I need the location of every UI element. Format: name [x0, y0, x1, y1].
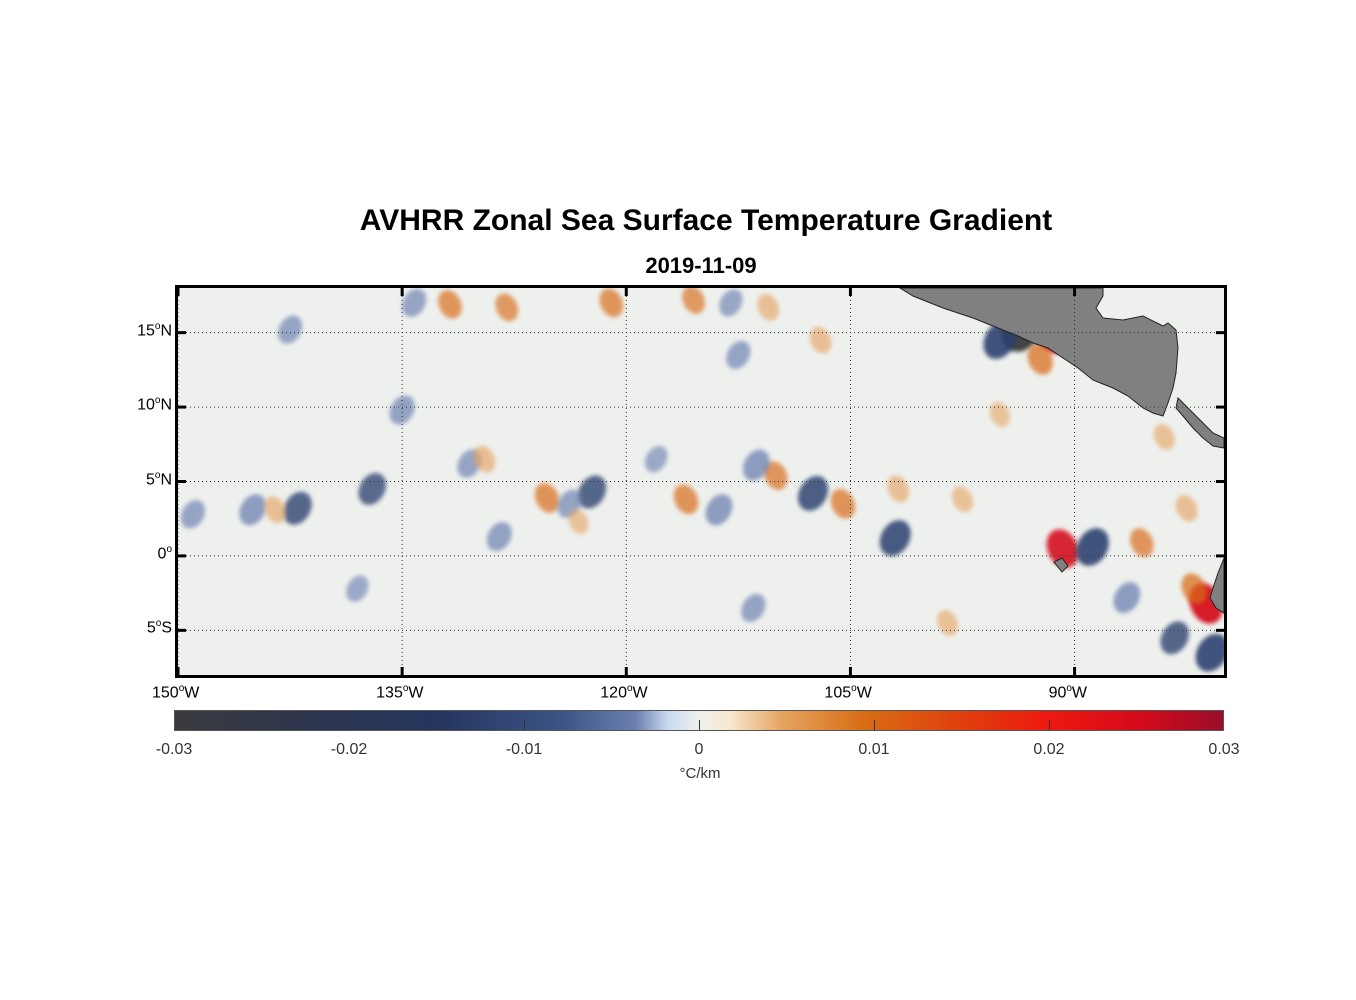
- lon-tick-label: 105oW: [824, 683, 872, 702]
- figure-subtitle: 2019-11-09: [645, 253, 757, 278]
- positive-gradient-patch: [534, 483, 560, 513]
- colorbar-tick-mark: [349, 720, 350, 730]
- colorbar-tick-mark: [874, 720, 875, 730]
- positive-gradient-patch: [264, 496, 287, 524]
- colorbar-tick-label: -0.03: [155, 741, 193, 758]
- sst-gradient-map: [178, 288, 1224, 675]
- map-panel: [175, 285, 1227, 678]
- positive-gradient-patch: [1027, 344, 1053, 375]
- colorbar-tick-label: 0.03: [1208, 741, 1240, 758]
- positive-gradient-patch: [1130, 528, 1154, 557]
- galapagos-island: [1053, 557, 1069, 573]
- negative-gradient-patch: [486, 521, 512, 552]
- colorbar-unit: °C/km: [679, 765, 721, 782]
- colorbar-tick-label: 0.01: [858, 741, 890, 758]
- land-mass: [899, 288, 1224, 614]
- grid-lines: [178, 288, 1224, 675]
- lat-tick-label: 5oS: [146, 618, 172, 637]
- positive-gradient-patch: [1046, 529, 1079, 568]
- lat-tick-label: 10oN: [137, 395, 172, 414]
- negative-gradient-patch: [283, 491, 312, 525]
- negative-gradient-patch: [719, 289, 743, 317]
- colorbar-tick-mark: [1049, 720, 1050, 730]
- lon-tick-label: 150oW: [152, 683, 200, 702]
- colorbar-tick-label: 0.02: [1033, 741, 1065, 758]
- positive-gradient-patch: [1175, 494, 1198, 522]
- colorbar-tick-label: 0: [694, 741, 704, 758]
- colorbar-tick-label: -0.01: [505, 741, 543, 758]
- negative-gradient-patch: [879, 520, 911, 556]
- negative-gradient-patch: [180, 500, 206, 529]
- negative-gradient-patch: [1113, 582, 1141, 614]
- positive-gradient-patch: [495, 293, 519, 322]
- positive-gradient-patch: [937, 609, 959, 636]
- negative-gradient-patch: [1076, 528, 1109, 566]
- negative-gradient-patch: [401, 288, 427, 317]
- positive-gradient-patch: [1153, 423, 1175, 450]
- positive-gradient-patch: [438, 290, 462, 319]
- negative-gradient-patch: [742, 449, 770, 481]
- central-america-land: [899, 288, 1179, 417]
- positive-gradient-patch: [809, 326, 832, 354]
- negative-gradient-patch: [797, 475, 829, 511]
- negative-gradient-patch: [644, 446, 668, 473]
- positive-gradient-patch: [682, 288, 705, 314]
- lat-tick-label: 0o: [157, 543, 172, 563]
- positive-gradient-patch: [951, 486, 974, 513]
- positive-gradient-patch: [568, 509, 589, 535]
- negative-gradient-patch: [389, 395, 415, 425]
- positive-gradient-patch: [989, 402, 1010, 427]
- lon-tick-label: 90oW: [1048, 683, 1088, 702]
- lon-tick-label: 135oW: [376, 683, 424, 702]
- positive-gradient-patch: [599, 288, 624, 318]
- negative-gradient-patch: [741, 593, 766, 623]
- figure-title: AVHRR Zonal Sea Surface Temperature Grad…: [359, 204, 1053, 237]
- positive-gradient-patch: [887, 475, 910, 503]
- positive-gradient-patch: [757, 293, 780, 321]
- negative-gradient-patch: [726, 340, 751, 370]
- negative-gradient-patch: [358, 472, 387, 505]
- lon-tick-label: 120oW: [600, 683, 648, 702]
- lat-tick-label: 15oN: [137, 320, 172, 339]
- south-america-coast: [1209, 557, 1224, 614]
- colorbar-tick-mark: [524, 720, 525, 730]
- negative-gradient-patch: [1195, 633, 1224, 672]
- negative-gradient-patch: [277, 315, 303, 344]
- negative-gradient-patch: [346, 575, 369, 602]
- panama-land: [1175, 396, 1224, 449]
- negative-gradient-patch: [239, 494, 267, 526]
- negative-gradient-patch: [705, 494, 733, 526]
- positive-gradient-patch: [473, 445, 496, 473]
- negative-gradient-patch: [1160, 621, 1189, 655]
- colorbar-tick-label: -0.02: [330, 741, 368, 758]
- positive-gradient-patch: [1181, 573, 1207, 605]
- positive-gradient-patch: [763, 461, 788, 490]
- positive-gradient-patch: [830, 488, 856, 519]
- colorbar-tick-mark: [699, 720, 700, 730]
- positive-gradient-patch: [673, 484, 699, 515]
- negative-gradient-patch: [577, 475, 607, 509]
- lat-tick-label: 5oN: [145, 469, 172, 488]
